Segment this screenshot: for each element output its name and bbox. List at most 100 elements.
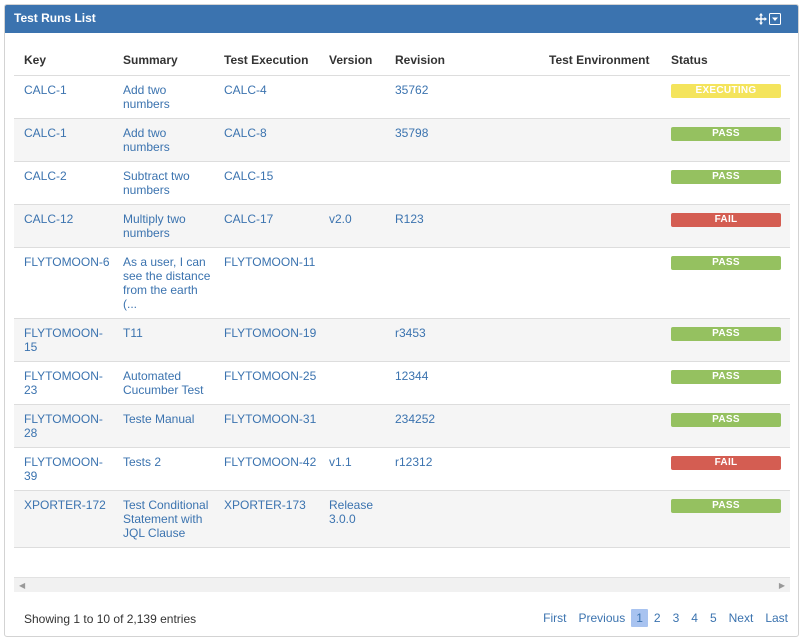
summary-link[interactable]: As a user, I can see the distance from t… [113,247,214,319]
revision-cell [385,247,539,319]
version-cell [319,118,385,162]
pager-page-4[interactable]: 4 [691,611,698,625]
test-execution-link[interactable]: FLYTOMOON-11 [214,247,319,319]
environment-cell [539,318,661,362]
status-cell: PASS [661,361,790,405]
version-cell [319,404,385,448]
scroll-right-icon[interactable]: ▶ [778,581,785,590]
test-execution-link[interactable]: XPORTER-173 [214,490,319,548]
summary-link[interactable]: Test Conditional Statement with JQL Clau… [113,490,214,548]
table-row: FLYTOMOON-39 Tests 2 FLYTOMOON-42 v1.1 r1231… [14,447,790,491]
horizontal-scrollbar[interactable]: ◀ ▶ [14,577,790,592]
dropdown-menu-icon[interactable] [769,13,781,25]
test-execution-link[interactable]: CALC-8 [214,118,319,162]
issue-key-link[interactable]: CALC-2 [14,161,113,205]
test-execution-link[interactable]: FLYTOMOON-25 [214,361,319,405]
gadget-title: Test Runs List [14,11,96,25]
table-row: FLYTOMOON-23 Automated Cucumber Test FLYTO… [14,361,790,405]
summary-link[interactable]: T11 [113,318,214,362]
pager-page-2[interactable]: 2 [653,611,661,625]
summary-link[interactable]: Teste Manual [113,404,214,448]
summary-link[interactable]: Add two numbers [113,118,214,162]
table-row: FLYTOMOON-28 Teste Manual FLYTOMOON-31 2342… [14,404,790,448]
entries-info: Showing 1 to 10 of 2,139 entries [24,612,197,626]
column-header-test-execution[interactable]: Test Execution [214,44,319,76]
test-runs-table: Key Summary Test Execution Version Revis… [14,44,790,548]
pager-page-3[interactable]: 3 [672,611,680,625]
table-row: CALC-1 Add two numbers CALC-4 35762 EXECUTIN… [14,75,790,119]
test-execution-link[interactable]: FLYTOMOON-42 [214,447,319,491]
environment-cell [539,75,661,119]
pager-page-5[interactable]: 5 [709,611,717,625]
issue-key-link[interactable]: FLYTOMOON-15 [14,318,113,362]
status-badge: FAIL [671,456,781,470]
status-badge: PASS [671,370,781,384]
revision-cell: r3453 [385,318,539,362]
version-cell: v1.1 [319,447,385,491]
table-header-row: Key Summary Test Execution Version Revis… [14,44,790,76]
issue-key-link[interactable]: FLYTOMOON-28 [14,404,113,448]
table-row: CALC-1 Add two numbers CALC-8 35798 PASS [14,118,790,162]
issue-key-link[interactable]: CALC-1 [14,118,113,162]
issue-key-link[interactable]: CALC-12 [14,204,113,248]
issue-key-link[interactable]: FLYTOMOON-6 [14,247,113,319]
pager-previous[interactable]: Previous [578,611,626,625]
test-execution-link[interactable]: CALC-4 [214,75,319,119]
test-execution-link[interactable]: FLYTOMOON-31 [214,404,319,448]
environment-cell [539,447,661,491]
version-cell [319,75,385,119]
pager-page-1[interactable]: 1 [631,609,648,627]
move-icon[interactable] [755,13,767,25]
summary-link[interactable]: Subtract two numbers [113,161,214,205]
column-header-summary[interactable]: Summary [113,44,214,76]
test-execution-link[interactable]: FLYTOMOON-19 [214,318,319,362]
column-header-test-environment[interactable]: Test Environment [539,44,661,76]
pager-first[interactable]: First [543,611,567,625]
test-execution-link[interactable]: CALC-17 [214,204,319,248]
status-badge: FAIL [671,213,781,227]
status-cell: PASS [661,404,790,448]
table-row: FLYTOMOON-15 T11 FLYTOMOON-19 r3453 PASS [14,318,790,362]
revision-cell [385,490,539,548]
status-cell: PASS [661,247,790,319]
table-row: CALC-2 Subtract two numbers CALC-15 PASS [14,161,790,205]
version-cell [319,247,385,319]
status-cell: PASS [661,490,790,548]
status-badge: PASS [671,413,781,427]
status-badge: PASS [671,327,781,341]
issue-key-link[interactable]: FLYTOMOON-39 [14,447,113,491]
version-cell: v2.0 [319,204,385,248]
pager-last[interactable]: Last [765,611,788,625]
issue-key-link[interactable]: FLYTOMOON-23 [14,361,113,405]
summary-link[interactable]: Add two numbers [113,75,214,119]
issue-key-link[interactable]: CALC-1 [14,75,113,119]
version-cell [319,361,385,405]
status-badge: PASS [671,256,781,270]
environment-cell [539,490,661,548]
summary-link[interactable]: Multiply two numbers [113,204,214,248]
status-badge: PASS [671,127,781,141]
column-header-revision[interactable]: Revision [385,44,539,76]
table-row: FLYTOMOON-6 As a user, I can see the dist… [14,247,790,319]
revision-cell: 35762 [385,75,539,119]
column-header-status[interactable]: Status [661,44,790,76]
environment-cell [539,361,661,405]
status-cell: FAIL [661,204,790,248]
summary-link[interactable]: Automated Cucumber Test [113,361,214,405]
status-badge: PASS [671,170,781,184]
test-execution-link[interactable]: CALC-15 [214,161,319,205]
issue-key-link[interactable]: XPORTER-172 [14,490,113,548]
environment-cell [539,204,661,248]
test-runs-table-container: Key Summary Test Execution Version Revis… [14,44,790,548]
column-header-key[interactable]: Key [14,44,113,76]
scroll-left-icon[interactable]: ◀ [19,581,26,590]
table-row: CALC-12 Multiply two numbers CALC-17 v2.0 R1… [14,204,790,248]
environment-cell [539,118,661,162]
pager-next[interactable]: Next [728,611,754,625]
column-header-version[interactable]: Version [319,44,385,76]
revision-cell [385,161,539,205]
status-cell: PASS [661,161,790,205]
summary-link[interactable]: Tests 2 [113,447,214,491]
